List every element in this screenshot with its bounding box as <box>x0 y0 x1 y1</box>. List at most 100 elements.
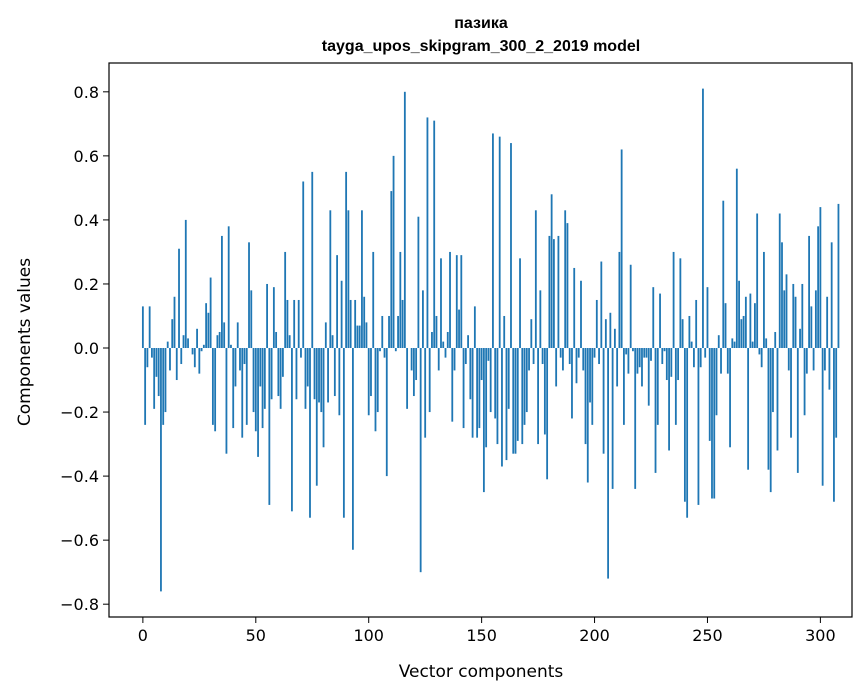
bar <box>476 348 479 438</box>
bar <box>252 348 255 413</box>
bar <box>704 348 707 358</box>
bar <box>740 319 743 348</box>
bar <box>320 348 323 413</box>
bar <box>338 348 341 416</box>
bar <box>697 348 700 505</box>
bar <box>446 331 449 348</box>
bar <box>835 348 838 438</box>
bar <box>760 348 763 368</box>
bar <box>562 348 564 371</box>
bar <box>216 335 219 349</box>
bar <box>300 348 302 358</box>
bar <box>295 348 298 400</box>
plot-frame <box>108 62 853 618</box>
bar <box>550 194 553 348</box>
bar <box>324 322 327 349</box>
x-axis-label: Vector components <box>399 662 564 682</box>
bar <box>507 348 510 409</box>
bar <box>577 348 580 358</box>
bar <box>489 348 492 413</box>
bar <box>814 290 817 348</box>
bar <box>397 315 399 348</box>
bar <box>778 213 781 349</box>
bar <box>742 315 745 348</box>
bar <box>361 210 363 349</box>
bar <box>297 299 300 348</box>
bar <box>706 287 709 348</box>
bar <box>496 348 499 445</box>
bar <box>230 344 232 348</box>
bar <box>756 213 759 349</box>
bar <box>695 299 698 348</box>
bar <box>607 348 609 579</box>
bar <box>462 348 465 429</box>
bar <box>268 348 271 505</box>
bar <box>828 348 831 390</box>
bar <box>173 296 176 349</box>
bar <box>275 331 278 348</box>
bar <box>257 348 259 457</box>
bar <box>250 290 253 348</box>
bar <box>618 251 621 349</box>
bar <box>363 296 366 349</box>
bar <box>580 280 582 349</box>
bar <box>833 348 835 502</box>
bar <box>767 348 770 470</box>
bar <box>236 322 239 349</box>
bar <box>582 348 585 371</box>
bar <box>306 348 309 387</box>
bar <box>641 348 643 387</box>
bar <box>232 348 235 429</box>
bar <box>677 348 680 381</box>
bar <box>805 348 808 374</box>
bar <box>221 235 223 348</box>
bar <box>548 235 551 348</box>
x-tick-label: 200 <box>579 626 610 645</box>
bar <box>808 235 810 348</box>
bar <box>367 348 370 416</box>
bar <box>471 348 474 438</box>
bar <box>525 348 528 413</box>
bar <box>501 348 503 467</box>
bar <box>354 299 357 348</box>
bar <box>539 290 542 348</box>
bar <box>365 322 368 349</box>
bar <box>193 348 196 368</box>
bar <box>776 348 779 451</box>
bar <box>492 133 494 348</box>
y-axis-ticks: −0.8 −0.6 −0.4 −0.2 0.0 0.2 0.4 0.6 0.8 <box>60 83 109 614</box>
bar <box>575 348 578 384</box>
bar <box>399 251 402 349</box>
bar <box>403 91 406 348</box>
bar <box>683 348 686 502</box>
bar <box>291 348 293 512</box>
x-tick-label: 300 <box>805 626 836 645</box>
y-tick-label: −0.2 <box>60 403 99 422</box>
bar <box>564 210 567 349</box>
bar <box>720 348 722 374</box>
bar <box>609 312 612 349</box>
bar <box>537 348 539 445</box>
bar <box>627 348 630 374</box>
bar <box>817 226 820 349</box>
bar <box>665 348 668 381</box>
bar <box>715 348 718 416</box>
bar <box>234 348 237 387</box>
bar <box>417 216 420 348</box>
bar <box>568 348 571 365</box>
bar <box>519 258 521 348</box>
bar <box>744 296 747 349</box>
bar <box>473 306 476 349</box>
bar <box>356 325 359 349</box>
bar <box>686 348 689 518</box>
bar <box>794 296 797 349</box>
bar <box>810 306 813 349</box>
bar <box>401 299 404 348</box>
bar <box>241 348 244 438</box>
bar <box>623 348 625 425</box>
bar <box>449 251 451 349</box>
bar <box>555 348 558 387</box>
bar <box>690 341 693 348</box>
bar <box>162 348 165 425</box>
